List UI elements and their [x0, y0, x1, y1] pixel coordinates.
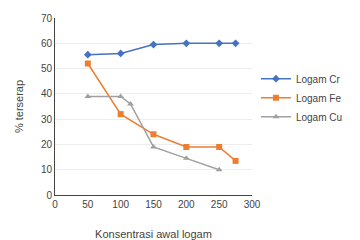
svg-text:% terserap: % terserap — [13, 80, 25, 133]
svg-text:30: 30 — [41, 114, 53, 125]
svg-text:20: 20 — [41, 139, 53, 150]
svg-text:300: 300 — [244, 199, 261, 210]
svg-text:Logam Cu: Logam Cu — [296, 112, 342, 123]
svg-text:100: 100 — [112, 199, 129, 210]
svg-text:50: 50 — [41, 63, 53, 74]
svg-text:Logam Cr: Logam Cr — [296, 74, 341, 85]
svg-text:Logam Fe: Logam Fe — [296, 93, 341, 104]
svg-text:200: 200 — [178, 199, 195, 210]
svg-text:Konsentrasi awal logam: Konsentrasi awal logam — [95, 228, 212, 240]
svg-text:70: 70 — [41, 13, 53, 24]
svg-text:10: 10 — [41, 164, 53, 175]
svg-text:0: 0 — [46, 190, 52, 201]
svg-text:50: 50 — [82, 199, 94, 210]
svg-text:60: 60 — [41, 38, 53, 49]
svg-text:40: 40 — [41, 88, 53, 99]
svg-text:250: 250 — [211, 199, 228, 210]
svg-text:0: 0 — [52, 199, 58, 210]
svg-text:150: 150 — [145, 199, 162, 210]
